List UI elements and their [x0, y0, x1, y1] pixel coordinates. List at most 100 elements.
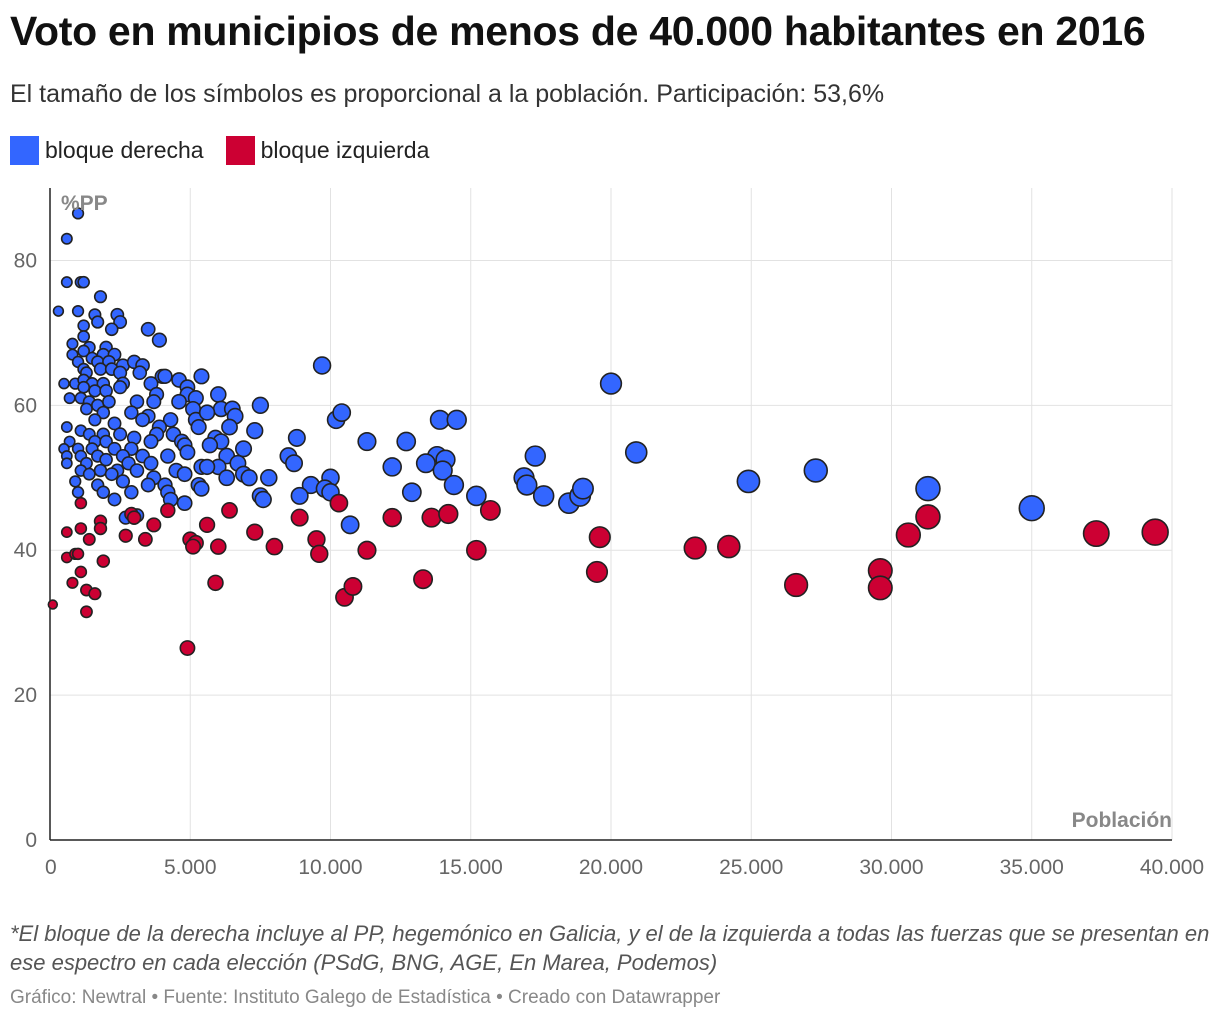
- point-bloque-izquierda: [382, 507, 402, 528]
- point-bloque-derecha: [571, 477, 594, 500]
- point-bloque-derecha: [312, 356, 332, 375]
- chart-title: Voto en municipios de menos de 40.000 ha…: [10, 8, 1146, 54]
- point-bloque-izquierda: [146, 517, 162, 533]
- point-bloque-izquierda: [179, 640, 196, 656]
- point-bloque-derecha: [60, 232, 73, 245]
- point-bloque-derecha: [624, 441, 648, 464]
- x-axis-label: Población: [1072, 809, 1172, 832]
- point-bloque-derecha: [99, 452, 113, 467]
- point-bloque-derecha: [143, 434, 159, 450]
- point-bloque-derecha: [176, 495, 193, 512]
- point-bloque-izquierda: [343, 576, 363, 596]
- point-bloque-derecha: [66, 337, 79, 350]
- point-bloque-derecha: [140, 321, 156, 337]
- point-bloque-izquierda: [66, 576, 79, 589]
- point-bloque-derecha: [135, 412, 150, 428]
- footnote: *El bloque de la derecha incluye al PP, …: [10, 921, 1210, 975]
- point-bloque-derecha: [193, 368, 210, 385]
- x-tick-label: 5.000: [164, 856, 217, 879]
- point-bloque-derecha: [532, 485, 555, 507]
- point-bloque-derecha: [382, 457, 402, 477]
- point-bloque-derecha: [193, 480, 210, 497]
- point-bloque-izquierda: [413, 569, 434, 590]
- point-bloque-derecha: [60, 457, 73, 470]
- legend-swatch-izquierda: [225, 136, 255, 165]
- point-bloque-izquierda: [1141, 518, 1169, 546]
- x-tick-label: 10.000: [298, 856, 362, 879]
- point-bloque-izquierda: [210, 538, 227, 555]
- point-bloque-derecha: [77, 380, 91, 394]
- point-bloque-derecha: [96, 485, 111, 500]
- point-bloque-derecha: [71, 305, 85, 318]
- point-bloque-derecha: [599, 372, 623, 395]
- point-bloque-derecha: [93, 362, 108, 376]
- source-credit: Gráfico: Newtral • Fuente: Instituto Gal…: [10, 987, 721, 1008]
- point-bloque-izquierda: [717, 534, 741, 559]
- point-bloque-derecha: [201, 436, 219, 454]
- point-bloque-derecha: [80, 402, 93, 416]
- point-bloque-izquierda: [246, 523, 264, 541]
- y-tick-labels: 0 20 40 60 80: [14, 249, 37, 852]
- x-tick-label: 20.000: [579, 856, 643, 879]
- point-bloque-derecha: [140, 477, 156, 493]
- point-bloque-derecha: [88, 413, 102, 427]
- grid: [49, 188, 1173, 841]
- y-tick-label: 40: [14, 539, 37, 562]
- point-bloque-derecha: [113, 380, 128, 395]
- point-bloque-derecha: [71, 486, 85, 499]
- legend-label-derecha: bloque derecha: [45, 137, 204, 163]
- point-bloque-derecha: [143, 455, 159, 471]
- point-bloque-izquierda: [74, 565, 88, 579]
- point-bloque-derecha: [77, 330, 91, 343]
- point-bloque-derecha: [60, 276, 73, 289]
- point-bloque-derecha: [287, 428, 306, 447]
- point-bloque-izquierda: [160, 502, 176, 519]
- data-points: [47, 207, 1169, 656]
- point-bloque-derecha: [171, 393, 187, 410]
- point-bloque-izquierda: [357, 540, 377, 560]
- point-bloque-derecha: [60, 421, 73, 433]
- point-bloque-derecha: [124, 405, 139, 420]
- point-bloque-izquierda: [329, 493, 349, 513]
- point-bloque-izquierda: [74, 496, 88, 510]
- point-bloque-derecha: [77, 275, 90, 289]
- point-bloque-izquierda: [915, 504, 941, 530]
- point-bloque-derecha: [129, 463, 145, 478]
- point-bloque-derecha: [157, 368, 173, 385]
- point-bloque-izquierda: [185, 538, 202, 555]
- point-bloque-izquierda: [310, 544, 329, 564]
- point-bloque-izquierda: [421, 507, 442, 528]
- point-bloque-izquierda: [82, 532, 96, 546]
- point-bloque-derecha: [162, 412, 179, 428]
- point-bloque-derecha: [113, 427, 128, 442]
- point-bloque-derecha: [82, 467, 96, 481]
- x-tick-label: 25.000: [719, 856, 783, 879]
- point-bloque-derecha: [69, 475, 82, 488]
- point-bloque-derecha: [357, 431, 377, 452]
- point-bloque-derecha: [58, 377, 70, 390]
- point-bloque-derecha: [71, 207, 85, 220]
- point-bloque-derecha: [415, 453, 436, 474]
- point-bloque-derecha: [396, 431, 417, 452]
- point-bloque-derecha: [285, 454, 304, 473]
- point-bloque-derecha: [107, 492, 122, 507]
- point-bloque-derecha: [803, 458, 829, 483]
- legend-swatch-derecha: [10, 136, 39, 165]
- point-bloque-derecha: [176, 466, 193, 483]
- point-bloque-izquierda: [783, 572, 809, 598]
- point-bloque-izquierda: [867, 575, 893, 601]
- legend-label-izquierda: bloque izquierda: [260, 137, 430, 163]
- point-bloque-derecha: [115, 474, 131, 489]
- point-bloque-izquierda: [1082, 520, 1110, 548]
- point-bloque-derecha: [1018, 494, 1045, 522]
- point-bloque-derecha: [290, 486, 309, 505]
- point-bloque-derecha: [736, 469, 761, 494]
- y-tick-label: 0: [25, 829, 37, 852]
- point-bloque-izquierda: [88, 587, 102, 601]
- point-bloque-derecha: [146, 394, 162, 410]
- point-bloque-derecha: [93, 463, 108, 478]
- point-bloque-derecha: [52, 305, 65, 317]
- point-bloque-derecha: [63, 392, 76, 405]
- point-bloque-derecha: [77, 319, 90, 332]
- point-bloque-derecha: [132, 365, 148, 381]
